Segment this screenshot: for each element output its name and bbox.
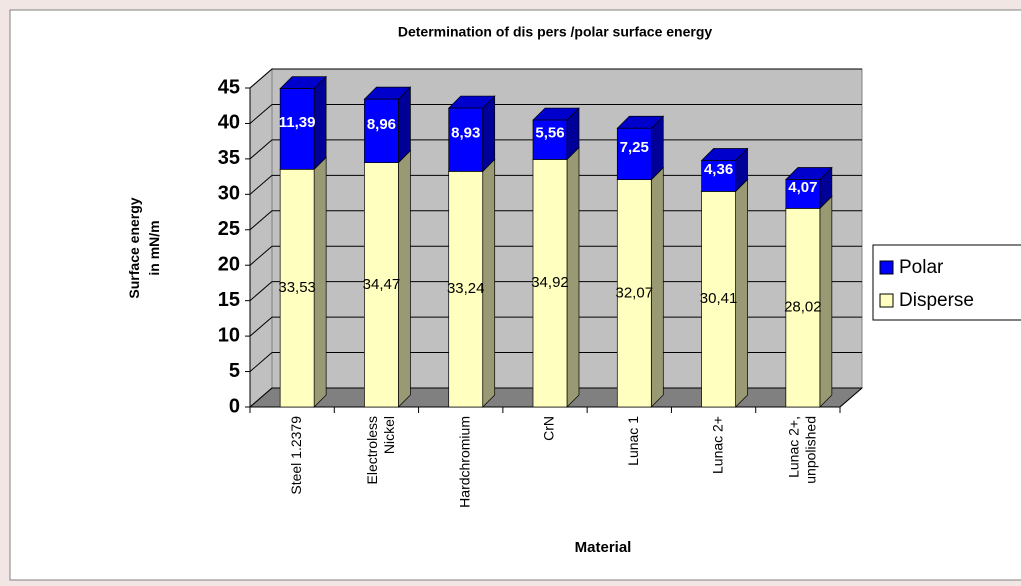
bar-side (566, 146, 580, 408)
bar (279, 88, 315, 170)
bar (785, 208, 821, 408)
legend-swatch (879, 260, 894, 275)
y-tick-label: 40 (218, 112, 240, 134)
grid-line (249, 316, 862, 337)
x-tick-label: Lunac 2+ (709, 416, 725, 474)
y-tick-label: 5 (229, 360, 240, 382)
data-label: 5,56 (535, 125, 564, 142)
x-tick-label: Steel 1.2379 (288, 416, 304, 495)
bar (616, 179, 652, 408)
data-label: 8,96 (367, 116, 396, 133)
x-tick-label: Lunac 1 (625, 416, 641, 466)
chart-title: Determination of dis pers /polar surface… (398, 24, 713, 40)
y-tick-label: 0 (229, 395, 240, 417)
x-tick-label: CrN (541, 416, 557, 441)
y-tick-label: 25 (218, 218, 240, 240)
bar-side (650, 166, 664, 408)
bar (701, 160, 736, 192)
bar (448, 171, 484, 408)
bar (364, 98, 399, 163)
grid-line (249, 281, 862, 302)
bar (701, 191, 736, 408)
legend-label: Disperse (899, 290, 974, 311)
grid-line (249, 387, 862, 408)
grid-line (249, 210, 862, 231)
data-label: 8,93 (451, 125, 480, 142)
bar (532, 159, 568, 408)
data-label: 11,39 (279, 114, 316, 131)
side-wall (249, 67, 273, 409)
y-tick-label: 35 (218, 147, 240, 169)
x-tick-label: ElectrolessNickel (364, 416, 397, 484)
grid-line (249, 68, 862, 89)
data-label: 33,53 (278, 279, 316, 296)
x-axis-label: Material (575, 539, 632, 556)
bar-side (819, 195, 833, 408)
bar-side (735, 178, 748, 408)
data-label: 4,07 (788, 179, 817, 196)
data-label: 30,41 (700, 290, 738, 307)
bar-side (482, 95, 496, 173)
grid-line (249, 245, 862, 266)
data-label: 7,25 (620, 139, 649, 156)
data-label: 4,36 (704, 161, 733, 178)
bar (279, 168, 315, 408)
bar-side (313, 75, 327, 171)
data-label: 34,47 (363, 276, 401, 293)
bar-side (482, 158, 496, 408)
bar (616, 127, 652, 181)
y-tick-label: 15 (218, 289, 240, 311)
y-axis-label: Surface energy in mN/m (126, 197, 162, 298)
bar-side (313, 156, 327, 408)
bar (532, 119, 568, 160)
grid-line (249, 352, 862, 372)
grid-line (249, 103, 862, 124)
grid-line (249, 174, 862, 195)
bar (785, 179, 821, 209)
legend-box (872, 244, 1021, 321)
data-label: 33,24 (447, 280, 485, 297)
y-tick-label: 20 (218, 254, 240, 276)
data-label: 34,92 (531, 274, 569, 291)
data-label: 28,02 (784, 299, 822, 316)
y-tick-label: 10 (218, 324, 240, 346)
bar-side (398, 86, 411, 164)
grid-line (249, 139, 862, 160)
legend-swatch (879, 293, 894, 308)
y-tick-label: 30 (218, 183, 240, 205)
bar-side (398, 149, 411, 408)
legend-label: Polar (899, 257, 944, 278)
y-tick-label: 45 (218, 76, 240, 98)
data-label: 32,07 (616, 284, 654, 301)
x-tick-label: Hardchromium (456, 416, 472, 508)
x-tick-label: Lunac 2+,unpolished (785, 416, 818, 484)
x-axis-depth (839, 387, 863, 408)
bar (448, 107, 484, 172)
